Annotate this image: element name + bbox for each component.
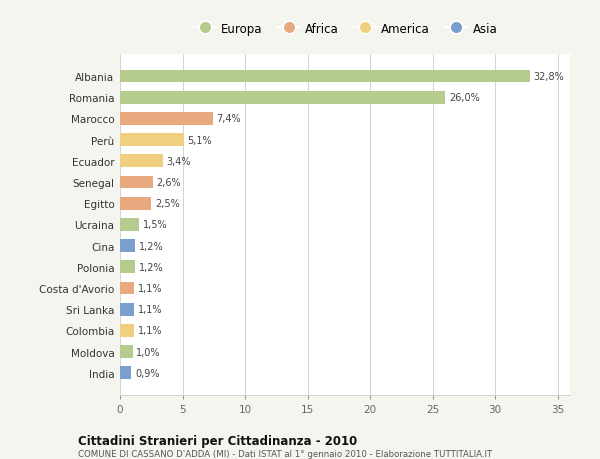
Bar — [120, 155, 163, 168]
Text: 2,5%: 2,5% — [155, 199, 180, 209]
Bar — [120, 346, 133, 358]
Bar — [120, 176, 152, 189]
Bar — [120, 113, 212, 125]
Legend: Europa, Africa, America, Asia: Europa, Africa, America, Asia — [190, 20, 500, 38]
Text: 32,8%: 32,8% — [534, 72, 565, 82]
Bar — [120, 303, 134, 316]
Bar — [120, 197, 151, 210]
Text: 1,1%: 1,1% — [137, 283, 162, 293]
Bar — [120, 92, 445, 104]
Text: 3,4%: 3,4% — [166, 157, 191, 167]
Text: COMUNE DI CASSANO D'ADDA (MI) - Dati ISTAT al 1° gennaio 2010 - Elaborazione TUT: COMUNE DI CASSANO D'ADDA (MI) - Dati IST… — [78, 449, 492, 458]
Text: 5,1%: 5,1% — [187, 135, 212, 146]
Bar — [120, 261, 135, 274]
Text: 1,1%: 1,1% — [137, 304, 162, 314]
Bar — [120, 240, 135, 252]
Bar — [120, 282, 134, 295]
Bar — [120, 367, 131, 379]
Text: 1,5%: 1,5% — [143, 220, 167, 230]
Text: 1,2%: 1,2% — [139, 241, 163, 251]
Text: 1,2%: 1,2% — [139, 262, 163, 272]
Bar — [120, 71, 530, 83]
Text: 2,6%: 2,6% — [156, 178, 181, 188]
Text: 1,1%: 1,1% — [137, 326, 162, 336]
Text: Cittadini Stranieri per Cittadinanza - 2010: Cittadini Stranieri per Cittadinanza - 2… — [78, 434, 357, 447]
Bar — [120, 218, 139, 231]
Text: 0,9%: 0,9% — [135, 368, 160, 378]
Bar — [120, 325, 134, 337]
Text: 1,0%: 1,0% — [136, 347, 161, 357]
Text: 7,4%: 7,4% — [216, 114, 241, 124]
Bar — [120, 134, 184, 147]
Text: 26,0%: 26,0% — [449, 93, 479, 103]
